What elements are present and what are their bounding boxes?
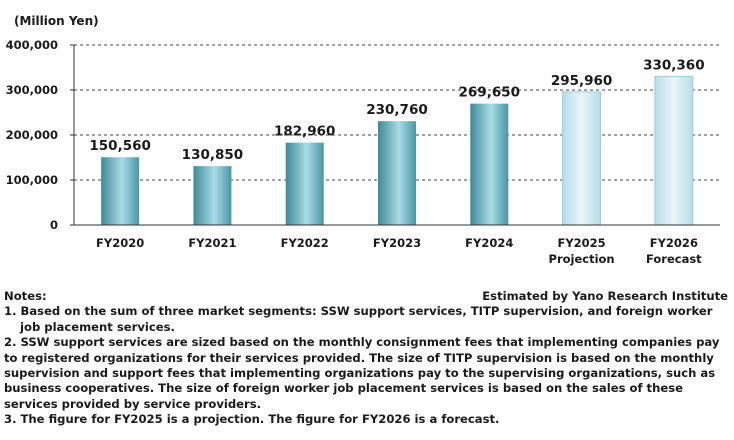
unit-label: (Million Yen) — [14, 14, 99, 28]
x-tick-label: FY2024 — [465, 236, 513, 250]
x-tick-label: FY2021 — [188, 236, 236, 250]
note-1: 1. Based on the sum of three market segm… — [4, 304, 713, 334]
bar-fy2021 — [193, 166, 232, 225]
x-tick-label: FY2022 — [281, 236, 329, 250]
y-tick-label: 0 — [50, 218, 58, 232]
note-3: 3. The figure for FY2025 is a projection… — [4, 412, 500, 427]
bar-chart: (Million Yen) 0 100,000 200,000 300,000 400,… — [6, 14, 720, 266]
x-axis: FY2020 FY2021 FY2022 FY2023 FY2024 FY2025 Proj… — [74, 224, 720, 266]
notes-section: Notes: Estimated by Yano Research Instit… — [4, 289, 732, 428]
source-credit: Estimated by Yano Research Institute — [482, 289, 728, 303]
data-label: 295,960 — [551, 73, 613, 89]
bars: 150,560 130,850 182,960 230,760 269,650 295,9… — [89, 57, 705, 226]
notes-heading: Notes: — [4, 289, 47, 303]
x-tick-label: FY2023 — [373, 236, 421, 250]
notes-header: Notes: Estimated by Yano Research Instit… — [4, 289, 732, 304]
y-axis: 0 100,000 200,000 300,000 400,000 — [6, 38, 75, 232]
bar-fy2023 — [378, 121, 416, 225]
data-label: 150,560 — [89, 138, 151, 154]
y-tick-label: 100,000 — [6, 173, 58, 187]
y-tick-label: 300,000 — [6, 83, 58, 97]
y-tick-label: 200,000 — [6, 128, 58, 142]
bar-fy2026 — [654, 75, 694, 226]
x-tick-label: FY2025 Projection — [549, 236, 615, 266]
y-tick-label: 400,000 — [6, 38, 58, 52]
bar-fy2024 — [470, 103, 509, 225]
bar-fy2020 — [101, 157, 140, 225]
bar-fy2022 — [285, 142, 324, 225]
note-2: 2. SSW support services are sized based … — [4, 335, 720, 411]
x-tick-label: FY2020 — [96, 236, 144, 250]
x-tick-label: FY2026 Forecast — [646, 236, 702, 266]
data-label: 230,760 — [366, 102, 428, 118]
data-label: 182,960 — [274, 124, 336, 140]
bar-fy2025 — [562, 91, 602, 226]
data-label: 330,360 — [643, 57, 705, 73]
data-label: 269,650 — [459, 85, 521, 101]
data-label: 130,850 — [182, 147, 244, 163]
